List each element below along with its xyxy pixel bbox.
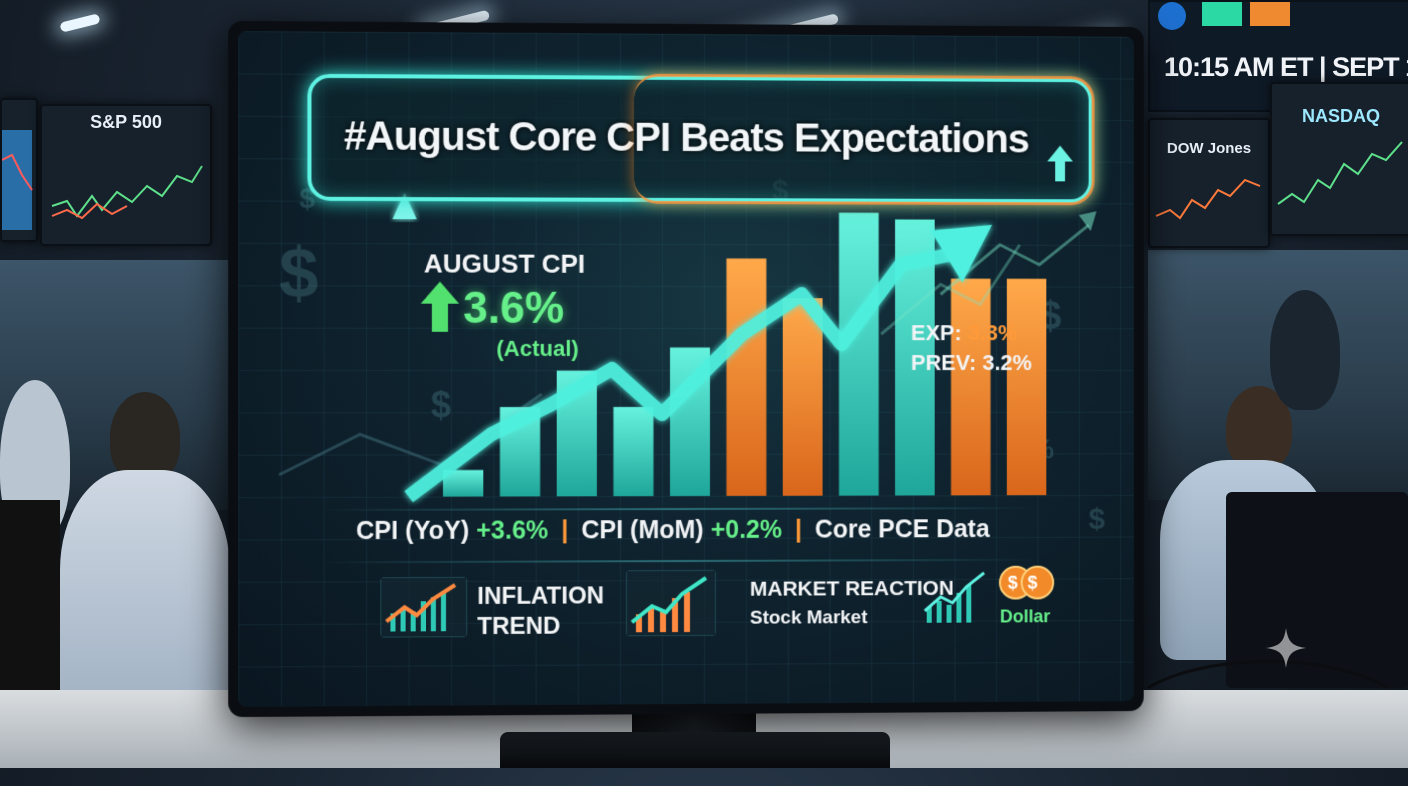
- cpi-value: 3.6%: [463, 283, 565, 333]
- pce-label: Core PCE Data: [814, 515, 990, 544]
- monitor-stand-base: [500, 732, 890, 768]
- background-person: [1270, 290, 1340, 410]
- headline-banner: #August Core CPI Beats Expectations: [307, 73, 1093, 204]
- chart-y-axis-arrowhead: [392, 192, 417, 220]
- separator: |: [794, 515, 802, 544]
- prev-value: 3.2%: [982, 350, 1032, 375]
- up-arrow-icon: [1047, 145, 1073, 182]
- cpi-label: AUGUST CPI: [423, 248, 586, 279]
- chart-bar: [838, 212, 879, 496]
- nasdaq-title: NASDAQ: [1301, 106, 1380, 126]
- mom-value: +0.2%: [710, 515, 783, 544]
- wall-screen-nasdaq: NASDAQ: [1270, 82, 1408, 236]
- mom-label: CPI (MoM): [581, 515, 704, 545]
- chart-bar: [442, 470, 484, 497]
- main-trend-arrowhead: [930, 224, 993, 283]
- chart-bar: [951, 278, 991, 496]
- chart-x-axis: [405, 497, 1026, 499]
- stock-trend-icon: [625, 569, 716, 637]
- background-person: [110, 392, 180, 482]
- cpi-note: (Actual): [496, 335, 579, 361]
- dollar-label: Dollar: [999, 606, 1051, 627]
- dow-title: DOW Jones: [1166, 140, 1252, 157]
- nasdaq-mini-chart: [1277, 141, 1403, 205]
- timestamp: 10:15 AM ET | SEPT 14: [1164, 52, 1408, 82]
- sp500-mini-chart: [51, 165, 203, 220]
- main-monitor: $ $ $ $ $ $ %: [228, 20, 1144, 718]
- market-chart-icon: [921, 567, 990, 623]
- monitor-screen: $ $ $ $ $ $ %: [238, 31, 1134, 707]
- chart-bar: [782, 298, 823, 496]
- background-trend-arrowhead: [1078, 211, 1097, 232]
- yoy-value: +3.6%: [476, 516, 549, 545]
- inflation-trend-icon: [380, 576, 468, 638]
- headline-title: #August Core CPI Beats Expectations: [343, 114, 1029, 162]
- dollar-coin-icon: [998, 565, 1057, 601]
- chart-bar: [895, 219, 935, 496]
- ceiling-light: [59, 13, 101, 33]
- market-reaction-subtitle: Stock Market: [749, 607, 868, 629]
- cable: [1120, 660, 1408, 786]
- previous-line: PREV: 3.2%: [911, 350, 1032, 376]
- chart-bar: [669, 347, 711, 497]
- stats-row: CPI (YoY) +3.6% | CPI (MoM) +0.2% | Core…: [356, 515, 990, 546]
- chart-bar: [612, 406, 654, 496]
- exp-label: EXP:: [910, 320, 962, 346]
- exp-value: 3.3%: [967, 320, 1018, 346]
- wall-screen-dow: DOW Jones: [1148, 118, 1270, 248]
- yoy-label: CPI (YoY): [356, 516, 470, 546]
- background-person: [60, 470, 230, 720]
- wall-screen-sp500: S&P 500: [40, 104, 212, 246]
- background-monitor-right: [1226, 492, 1408, 688]
- sp500-title: S&P 500: [90, 112, 162, 132]
- up-arrow-icon: [420, 281, 460, 332]
- dollar-coin-text: $$: [1007, 572, 1048, 593]
- prev-label: PREV:: [910, 350, 977, 375]
- separator: |: [561, 516, 569, 545]
- wall-screen-partial: [0, 98, 38, 242]
- dow-mini-chart: [1155, 178, 1261, 220]
- sparkle-icon: [1266, 628, 1306, 668]
- inflation-trend-title-1: INFLATION: [477, 582, 605, 610]
- chart-bar: [1006, 278, 1047, 496]
- expectation-line: EXP: 3.3%: [911, 320, 1017, 346]
- chart-bar: [726, 258, 767, 496]
- inflation-trend-title-2: TREND: [477, 612, 561, 641]
- cpi-chart: [238, 192, 1097, 707]
